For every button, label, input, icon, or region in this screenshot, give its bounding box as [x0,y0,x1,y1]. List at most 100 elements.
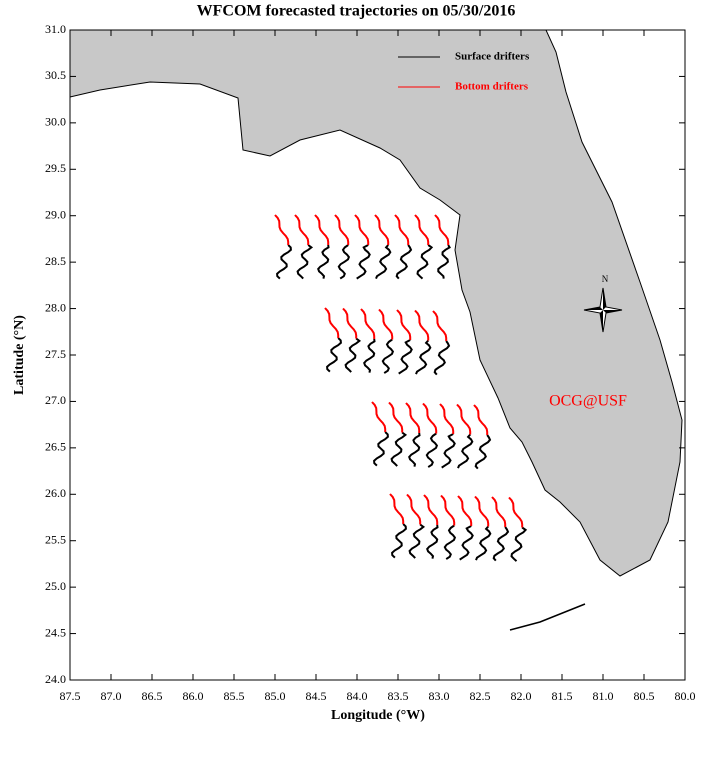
y-tick-label: 29.0 [45,207,66,221]
trajectories [274,214,528,562]
bottom-trajectory [396,309,412,340]
bottom-trajectory [456,403,472,435]
bottom-trajectory [360,308,376,339]
surface-trajectory [457,433,474,469]
surface-trajectory [492,526,510,562]
bottom-trajectory [414,309,430,341]
surface-trajectory [395,244,413,280]
x-tick-label: 82.0 [511,689,532,703]
x-tick-label: 85.0 [265,689,286,703]
land [69,29,683,577]
surface-trajectory [426,524,439,559]
bottom-trajectory [491,496,507,527]
y-tick-label: 31.0 [45,22,66,36]
surface-trajectory [416,244,434,280]
legend-label: Surface drifters [455,51,530,63]
surface-trajectory [296,244,314,280]
bottom-trajectory [473,404,489,435]
surface-trajectory [391,523,407,559]
surface-trajectory [415,339,432,375]
y-tick-label: 26.5 [45,440,66,454]
x-tick-label: 81.0 [593,689,614,703]
x-tick-label: 83.0 [429,689,450,703]
surface-trajectory [363,338,376,373]
surface-trajectory [475,525,492,561]
bottom-trajectory [342,307,358,339]
bottom-trajectory [274,214,290,245]
bottom-trajectory [324,307,340,338]
x-tick-label: 80.0 [675,689,696,703]
surface-trajectory [441,433,456,469]
bottom-trajectory [434,214,450,245]
surface-trajectory [344,337,362,373]
y-tick-label: 25.5 [45,532,66,546]
bottom-trajectory [423,494,439,525]
bottom-trajectory [378,308,394,340]
y-tick-label: 27.0 [45,393,66,407]
bottom-trajectory [405,402,421,433]
x-tick-label: 82.5 [470,689,491,703]
x-tick-label: 87.0 [101,689,122,703]
x-tick-label: 84.5 [306,689,327,703]
x-tick-label: 80.5 [634,689,655,703]
bottom-trajectory [354,214,370,245]
y-tick-label: 27.5 [45,347,66,361]
surface-trajectory [317,244,330,279]
bottom-trajectory [406,493,422,525]
y-tick-label: 24.0 [45,672,66,686]
bottom-trajectory [508,496,524,528]
x-tick-label: 87.5 [60,689,81,703]
bottom-trajectory [388,401,404,433]
y-tick-label: 28.5 [45,254,66,268]
bottom-trajectory [474,495,490,527]
y-tick-label: 29.5 [45,161,66,175]
bottom-trajectory [314,214,330,245]
surface-trajectory [381,338,395,374]
y-tick-label: 24.5 [45,625,66,639]
surface-trajectory [276,244,292,280]
surface-trajectory [326,337,342,373]
title: WFCOM forecasted trajectories on 05/30/2… [197,3,516,20]
bottom-trajectory [294,214,310,245]
x-label: Longitude (°W) [331,708,425,723]
x-tick-label: 84.0 [347,689,368,703]
surface-trajectory [356,244,371,280]
compass-label: N [602,274,609,284]
y-label: Latitude (°N) [12,315,27,395]
bottom-trajectory [334,214,350,245]
surface-trajectory [408,432,421,467]
surface-trajectory [474,434,492,470]
surface-trajectory [459,525,474,561]
bottom-trajectory [389,493,405,524]
surface-trajectory [398,339,413,375]
bottom-trajectory [457,495,473,526]
surface-trajectory [375,244,392,279]
keys [509,603,586,631]
x-tick-label: 85.5 [224,689,245,703]
surface-trajectory [373,431,389,467]
x-tick-label: 81.5 [552,689,573,703]
bottom-trajectory [422,402,438,434]
annotation: OCG@USF [549,393,627,410]
bottom-trajectory [432,310,448,341]
y-tick-label: 30.0 [45,115,66,129]
surface-trajectory [337,244,351,280]
y-tick-label: 25.0 [45,579,66,593]
y-tick-label: 30.5 [45,68,66,82]
y-tick-label: 26.0 [45,486,66,500]
x-tick-label: 86.0 [183,689,204,703]
surface-trajectory [510,526,528,562]
bottom-trajectory [374,214,390,245]
y-tick-label: 28.0 [45,300,66,314]
x-tick-label: 83.5 [388,689,409,703]
compass: N [583,274,623,333]
bottom-trajectory [371,401,387,432]
surface-trajectory [437,244,451,279]
bottom-trajectory [414,214,430,245]
surface-trajectory [443,524,457,560]
surface-trajectory [425,432,439,468]
legend-label: Bottom drifters [455,81,529,93]
bottom-trajectory [440,494,456,526]
bottom-trajectory [394,214,410,245]
